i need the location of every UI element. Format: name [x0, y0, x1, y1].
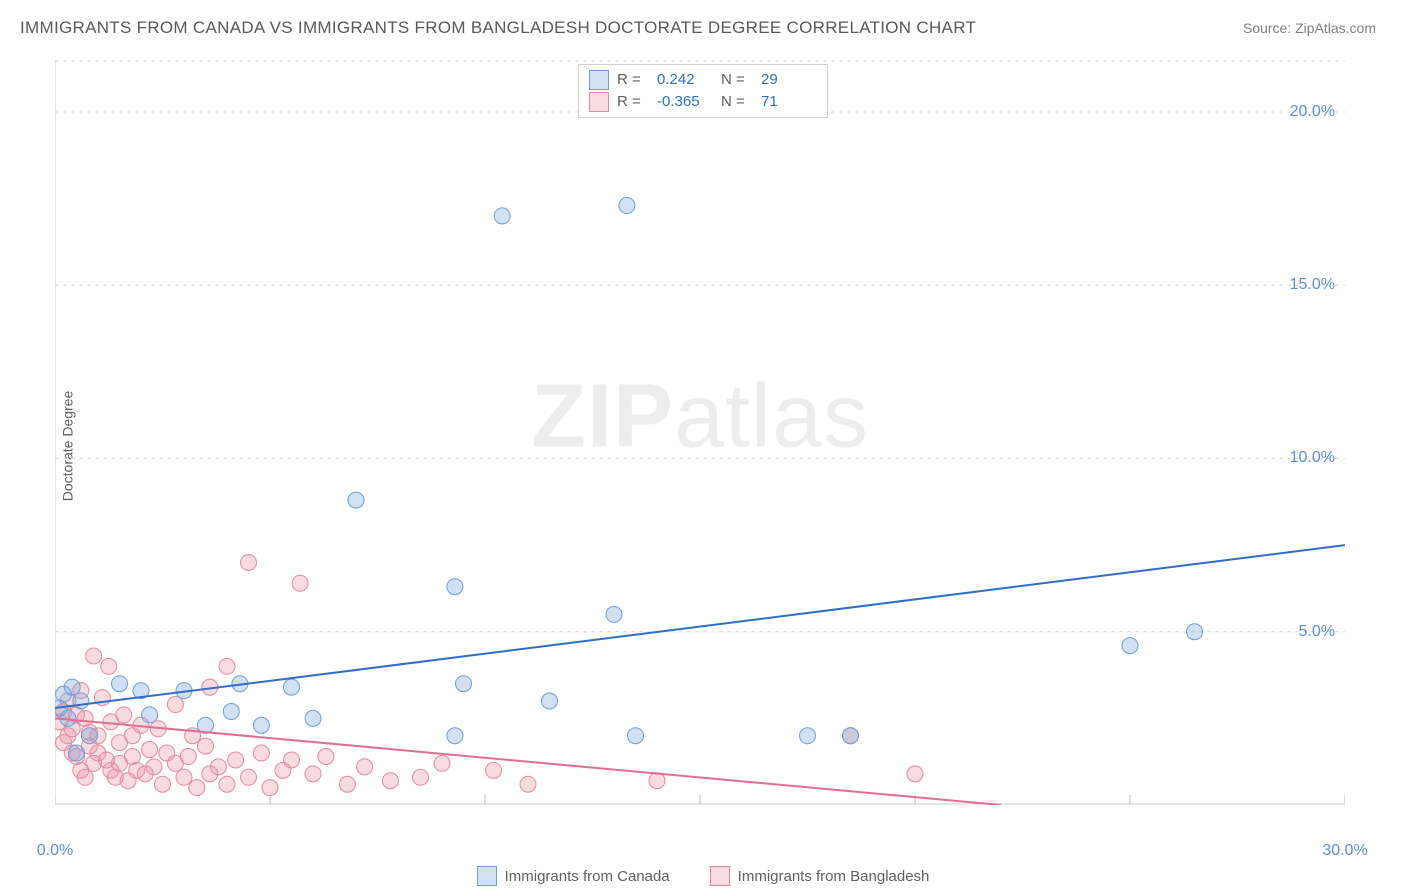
- series-legend: Immigrants from Canada Immigrants from B…: [0, 866, 1406, 886]
- chart-title: IMMIGRANTS FROM CANADA VS IMMIGRANTS FRO…: [20, 18, 976, 38]
- correlation-legend: R = 0.242 N = 29 R = -0.365 N = 71: [578, 64, 828, 118]
- n-value-canada: 29: [761, 69, 817, 91]
- y-tick-label: 15.0%: [1290, 276, 1335, 294]
- legend-label-bangladesh: Immigrants from Bangladesh: [738, 868, 930, 885]
- x-tick-label: 30.0%: [1322, 842, 1367, 860]
- correlation-row-bangladesh: R = -0.365 N = 71: [589, 91, 817, 113]
- chart-plot-area: ZIPatlas 5.0%10.0%15.0%20.0%0.0%30.0%: [55, 60, 1345, 835]
- swatch-canada-icon: [477, 866, 497, 886]
- n-value-bangladesh: 71: [761, 91, 817, 113]
- legend-label-canada: Immigrants from Canada: [505, 868, 670, 885]
- source-attribution: Source: ZipAtlas.com: [1243, 20, 1376, 36]
- y-tick-label: 20.0%: [1290, 103, 1335, 121]
- legend-item-bangladesh: Immigrants from Bangladesh: [710, 866, 930, 886]
- legend-item-canada: Immigrants from Canada: [477, 866, 670, 886]
- swatch-bangladesh-icon: [710, 866, 730, 886]
- y-tick-label: 5.0%: [1299, 623, 1335, 641]
- x-tick-label: 0.0%: [37, 842, 73, 860]
- y-tick-label: 10.0%: [1290, 449, 1335, 467]
- correlation-row-canada: R = 0.242 N = 29: [589, 69, 817, 91]
- swatch-canada-icon: [589, 70, 609, 90]
- r-value-bangladesh: -0.365: [657, 91, 713, 113]
- r-value-canada: 0.242: [657, 69, 713, 91]
- scatter-chart-svg: [55, 60, 1345, 805]
- swatch-bangladesh-icon: [589, 92, 609, 112]
